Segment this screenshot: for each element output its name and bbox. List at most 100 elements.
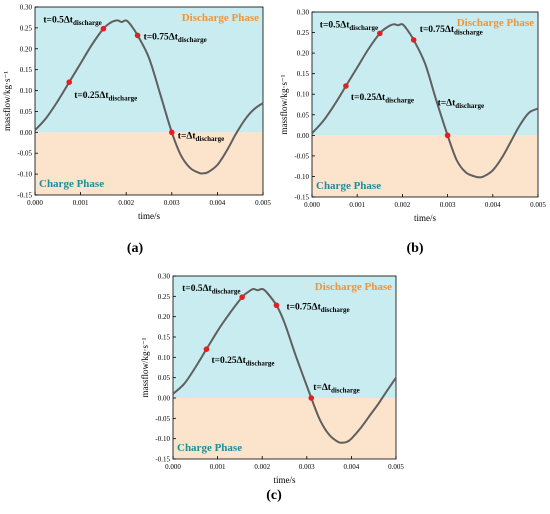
x-tick-label: 0.000 (165, 463, 181, 471)
x-tick-label: 0.002 (118, 199, 134, 207)
time-marker-label: t=0.75Δtdischarge (420, 25, 483, 37)
y-tick-label: 0.30 (20, 4, 33, 12)
y-tick-label: 0.10 (297, 91, 310, 99)
y-tick-label: -0.15 (294, 194, 309, 202)
y-tick-label: 0.05 (20, 108, 33, 116)
time-marker-point (169, 129, 175, 136)
y-tick-label: 0.00 (158, 395, 171, 403)
y-tick-label: -0.15 (17, 192, 32, 200)
y-tick-label: 0.05 (297, 111, 310, 119)
x-tick-label: 0.005 (388, 463, 404, 471)
x-tick-label: 0.003 (299, 463, 315, 471)
x-axis-label: time/s (274, 475, 296, 485)
time-marker-point (134, 32, 141, 39)
plot-frame (172, 275, 397, 460)
discharge-region (35, 7, 263, 133)
charge-phase-label: Charge Phase (177, 442, 242, 454)
y-tick-label: 0.10 (158, 354, 171, 362)
time-marker-point (239, 294, 245, 300)
x-tick-label: 0.005 (255, 199, 271, 207)
plot-frame (34, 6, 264, 196)
time-marker-label: t=Δtdischarge (438, 98, 484, 110)
time-marker-label: t=0.25Δtdischarge (74, 91, 137, 103)
panel-caption: (b) (406, 241, 423, 256)
discharge-phase-label: Discharge Phase (315, 281, 392, 293)
y-tick-label: 0.30 (297, 9, 310, 17)
x-tick-label: 0.004 (485, 201, 501, 209)
charge-region (173, 398, 396, 459)
plot-frame (311, 11, 539, 198)
x-tick-label: 0.003 (164, 199, 180, 207)
x-tick-label: 0.005 (530, 201, 546, 209)
y-tick-label: -0.10 (155, 435, 170, 443)
x-tick-label: 0.004 (210, 199, 226, 207)
y-tick-label: 0.25 (158, 293, 171, 301)
time-marker-point (377, 30, 383, 37)
y-tick-label: 0.20 (20, 45, 33, 53)
time-marker-point (343, 83, 349, 89)
time-marker-label: t=0.5Δtdischarge (320, 20, 378, 32)
x-tick-label: 0.004 (344, 463, 360, 471)
y-tick-label: 0.20 (158, 313, 171, 321)
y-tick-label: -0.05 (294, 152, 309, 160)
x-tick-label: 0.002 (395, 201, 411, 209)
time-marker-label: t=Δtdischarge (313, 383, 359, 395)
y-tick-label: 0.25 (20, 24, 33, 32)
discharge-phase-label: Discharge Phase (457, 17, 534, 29)
x-tick-label: 0.001 (349, 201, 365, 209)
chart-panel-a: Discharge Phase Charge Phase -0.15 -0.10 -0.… (2, 4, 271, 257)
charge-region (312, 135, 538, 197)
y-axis-label: massflow/kg·s⁻¹ (279, 74, 289, 134)
time-marker-point (273, 302, 280, 309)
time-marker-point (203, 346, 210, 353)
y-tick-label: 0.15 (158, 334, 171, 342)
discharge-region (312, 12, 538, 136)
charge-phase-label: Charge Phase (39, 178, 104, 190)
y-tick-label: 0.00 (297, 132, 310, 140)
y-tick-label: -0.10 (17, 171, 32, 179)
x-tick-label: 0.001 (73, 199, 89, 207)
x-tick-label: 0.000 (304, 201, 320, 209)
y-tick-label: -0.05 (17, 150, 32, 158)
y-tick-label: 0.30 (158, 273, 171, 281)
discharge-phase-label: Discharge Phase (182, 12, 259, 24)
x-axis-label: time/s (414, 213, 436, 223)
y-axis-label: massflow/kg·s⁻¹ (2, 71, 12, 131)
y-tick-label: 0.05 (158, 374, 171, 382)
massflow-curve (311, 23, 539, 179)
time-marker-point (444, 132, 451, 139)
x-tick-label: 0.001 (210, 463, 226, 471)
time-marker-label: t=0.5Δtdischarge (182, 284, 240, 296)
y-tick-label: 0.20 (297, 50, 310, 58)
y-tick-label: 0.15 (297, 70, 310, 78)
time-marker-point (308, 395, 315, 401)
chart-panel-b: Discharge Phase Charge Phase -0.15 -0.10 -0.… (279, 9, 546, 257)
x-tick-label: 0.002 (254, 463, 270, 471)
y-tick-label: 0.10 (20, 87, 33, 95)
massflow-curve (172, 287, 397, 444)
discharge-region (173, 276, 396, 398)
y-axis-label: massflow/kg·s⁻¹ (140, 337, 150, 397)
panel-caption: (a) (127, 241, 144, 256)
y-tick-label: -0.05 (155, 415, 170, 423)
x-axis-label: time/s (138, 211, 160, 221)
y-tick-label: 0.15 (20, 66, 33, 74)
time-marker-point (66, 79, 72, 85)
x-tick-label: 0.000 (27, 199, 43, 207)
time-marker-label: t=0.25Δtdischarge (211, 356, 274, 368)
chart-panel-c: Discharge Phase Charge Phase -0.15 -0.10 -0.… (140, 273, 404, 504)
charge-phase-label: Charge Phase (316, 180, 381, 192)
charge-region (35, 132, 263, 195)
massflow-curve (34, 19, 264, 175)
time-marker-label: t=0.5Δtdischarge (43, 16, 101, 28)
time-marker-point (100, 25, 107, 32)
y-tick-label: 0.00 (20, 129, 33, 137)
time-marker-label: t=Δtdischarge (178, 131, 224, 143)
y-tick-label: 0.25 (297, 29, 310, 37)
x-tick-label: 0.003 (440, 201, 456, 209)
panel-caption: (c) (266, 488, 282, 503)
time-marker-label: t=0.25Δtdischarge (351, 93, 414, 105)
time-marker-label: t=0.75Δtdischarge (286, 302, 349, 314)
y-tick-label: -0.15 (155, 456, 170, 464)
